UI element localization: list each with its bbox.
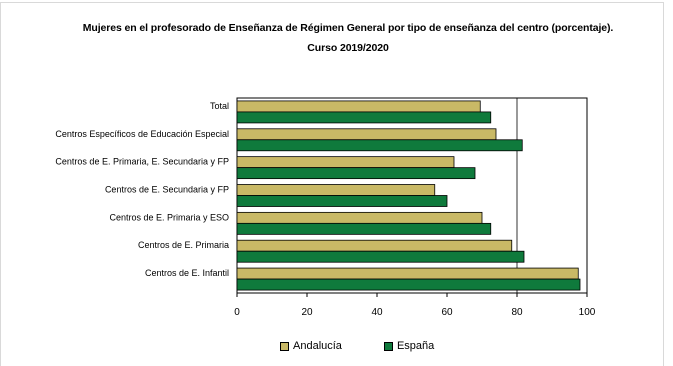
chart-frame-right — [663, 2, 664, 366]
bar-andalucia-3 — [236, 184, 436, 196]
chart-frame-left — [0, 2, 1, 366]
bar-andalucia-0 — [236, 100, 481, 113]
bar-espana-1 — [236, 139, 523, 152]
bar-andalucia-1 — [236, 128, 497, 141]
chart-title: Mujeres en el profesorado de Enseñanza d… — [82, 22, 614, 34]
bar-andalucia-6 — [236, 267, 579, 280]
category-label-0: Total — [210, 101, 229, 111]
legend-item-espana: España — [383, 340, 435, 352]
category-label-6: Centros de E. Infantil — [145, 268, 229, 278]
category-label-4: Centros de E. Primaria y ESO — [109, 212, 229, 222]
category-label-1: Centros Específicos de Educación Especia… — [55, 129, 229, 139]
bar-espana-3 — [236, 195, 448, 207]
category-label-3: Centros de E. Secundaria y FP — [105, 185, 229, 195]
legend-label-espana: España — [396, 340, 435, 352]
bar-espana-4 — [236, 222, 492, 235]
category-label-2: Centros de E. Primaria, E. Secundaria y … — [55, 157, 229, 167]
bar-espana-2 — [236, 167, 476, 180]
legend-swatch-espana — [383, 341, 393, 351]
bar-espana-0 — [236, 111, 492, 124]
bar-andalucia-4 — [236, 211, 483, 224]
legend-label-andalucia: Andalucía — [293, 340, 342, 352]
x-tick-label-80: 80 — [511, 307, 523, 318]
chart-legend: Andalucía España — [280, 340, 434, 352]
category-label-5: Centros de E. Primaria — [138, 240, 229, 250]
x-tick-label-20: 20 — [301, 307, 313, 318]
legend-item-andalucia: Andalucía — [280, 340, 342, 352]
x-tick-label-60: 60 — [441, 307, 453, 318]
bar-espana-6 — [236, 278, 581, 291]
legend-swatch-andalucia — [280, 341, 289, 351]
bar-andalucia-2 — [236, 156, 455, 169]
x-tick-label-100: 100 — [579, 307, 596, 318]
bar-andalucia-5 — [236, 239, 513, 252]
chart-subtitle: Curso 2019/2020 — [307, 42, 389, 54]
chart-frame-top — [0, 2, 663, 3]
x-tick-label-40: 40 — [371, 307, 383, 318]
bar-espana-5 — [236, 250, 525, 263]
x-tick-label-0: 0 — [234, 307, 240, 318]
